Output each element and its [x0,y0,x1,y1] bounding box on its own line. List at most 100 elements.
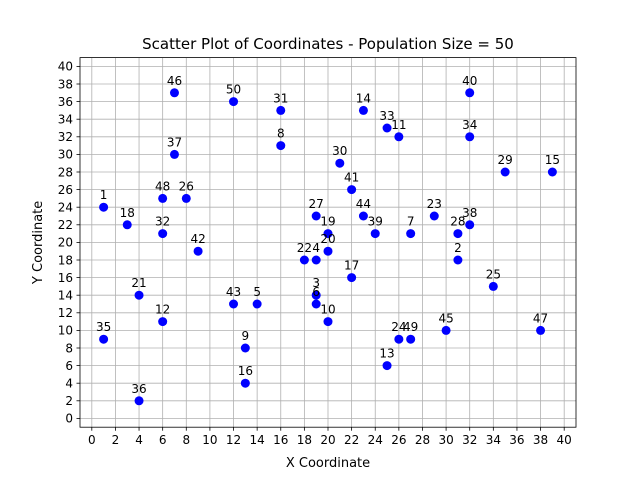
x-tick-label: 4 [135,433,143,447]
data-point-label: 26 [179,179,194,193]
y-tick-label: 0 [65,412,73,426]
data-point-label: 28 [450,215,465,229]
grid [80,57,576,428]
data-point-label: 17 [344,259,359,273]
data-point [347,185,357,195]
data-point-label: 50 [226,83,241,97]
data-point [394,132,404,142]
data-point-label: 37 [167,135,182,149]
data-point [465,132,475,142]
data-point [158,193,168,203]
data-point [240,378,250,388]
y-tick-label: 30 [58,148,73,162]
data-point-label: 40 [462,74,477,88]
data-point-label: 14 [356,91,371,105]
data-point [465,88,475,98]
data-point [311,290,321,300]
data-point [382,123,392,133]
x-tick-label: 20 [320,433,335,447]
data-point [441,325,451,335]
data-point-label: 15 [545,153,560,167]
y-tick-label: 8 [65,341,73,355]
data-point-label: 22 [297,241,312,255]
x-tick-label: 30 [438,433,453,447]
data-point-label: 20 [320,232,335,246]
y-tick-label: 20 [58,236,73,250]
data-point [311,255,321,265]
data-point-label: 41 [344,171,359,185]
y-tick-label: 36 [58,95,73,109]
data-point [465,220,475,230]
data-point-label: 45 [438,311,453,325]
data-point [240,343,250,353]
data-point [358,105,368,115]
data-point [429,211,439,221]
x-tick-label: 32 [462,433,477,447]
data-point-label: 18 [120,206,135,220]
data-point-label: 49 [403,320,418,334]
data-point [299,255,309,265]
axis-ticks: 0 2 4 6 8 10 12 14 16 18 20 22 24 26 28 30 32 34 36 38 40024… [58,60,572,448]
y-tick-label: 24 [58,201,73,215]
data-point-label: 6 [312,285,320,299]
x-tick-label: 22 [344,433,359,447]
x-tick-label: 16 [273,433,288,447]
data-point-label: 21 [131,276,146,290]
data-point-label: 35 [96,320,111,334]
y-tick-label: 12 [58,306,73,320]
y-tick-label: 40 [58,60,73,74]
data-point [453,255,463,265]
data-point-label: 16 [238,364,253,378]
y-tick-label: 14 [58,289,73,303]
y-tick-label: 4 [65,377,73,391]
data-point [193,246,203,256]
data-point-label: 2 [454,241,462,255]
x-tick-label: 40 [557,433,572,447]
data-point-label: 34 [462,118,477,132]
data-point [358,211,368,221]
x-tick-label: 8 [182,433,190,447]
plot-frame [79,57,577,428]
x-tick-label: 34 [486,433,501,447]
data-point [229,97,239,107]
x-axis-label: X Coordinate [286,456,370,471]
data-point-label: 23 [427,197,442,211]
data-point-label: 19 [320,215,335,229]
data-point [323,246,333,256]
data-points [99,88,557,406]
data-point-label: 33 [379,109,394,123]
y-tick-label: 6 [65,359,73,373]
y-tick-label: 16 [58,271,73,285]
data-point-label: 9 [242,329,250,343]
chart-title: Scatter Plot of Coordinates - Population… [142,35,514,53]
data-point [99,334,109,344]
x-tick-label: 0 [88,433,96,447]
data-point-label: 25 [486,267,501,281]
data-point [453,229,463,239]
data-point [406,229,416,239]
data-point-label: 43 [226,285,241,299]
data-point [500,167,510,177]
data-point [158,317,168,327]
x-tick-label: 36 [509,433,524,447]
data-point [181,193,191,203]
data-point-label: 1 [100,188,108,202]
data-point-label: 13 [379,347,394,361]
data-point [406,334,416,344]
y-tick-label: 38 [58,77,73,91]
y-tick-label: 28 [58,165,73,179]
data-point [276,141,286,151]
x-tick-label: 28 [415,433,430,447]
data-point-label: 38 [462,206,477,220]
data-point [347,273,357,283]
y-tick-label: 22 [58,218,73,232]
x-tick-label: 6 [159,433,167,447]
x-tick-label: 12 [226,433,241,447]
data-point [382,361,392,371]
data-point [335,158,345,168]
data-point [394,334,404,344]
x-tick-label: 26 [391,433,406,447]
x-tick-label: 14 [250,433,265,447]
data-point-label: 4 [312,241,320,255]
